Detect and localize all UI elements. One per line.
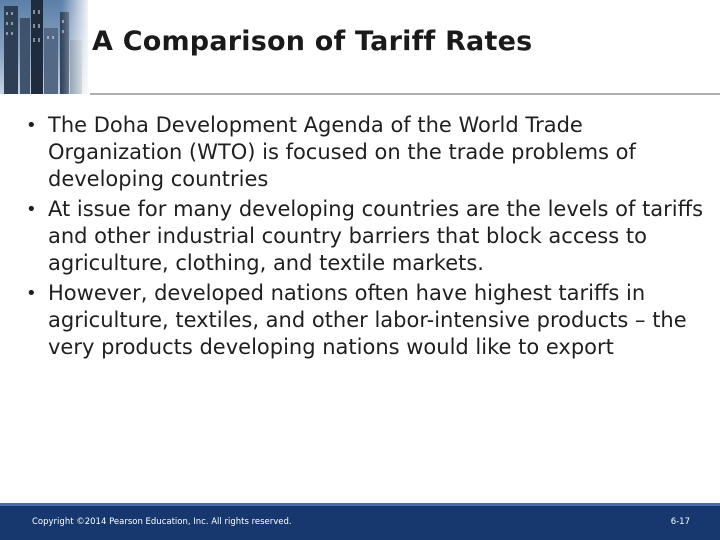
bullet-item: • At issue for many developing countries…: [24, 196, 704, 277]
bullet-item: • However, developed nations often have …: [24, 280, 704, 361]
bullet-dot-icon: •: [26, 199, 37, 220]
footer-bar: Copyright ©2014 Pearson Education, Inc. …: [0, 503, 720, 540]
bullet-text: However, developed nations often have hi…: [48, 281, 687, 359]
bullet-dot-icon: •: [26, 283, 37, 304]
city-skyline-image: [0, 0, 88, 94]
bullet-text: At issue for many developing countries a…: [48, 197, 704, 275]
footer-accent-line: [0, 503, 720, 506]
title-divider: [90, 93, 720, 95]
page-number: 6-17: [670, 517, 690, 527]
bullet-dot-icon: •: [26, 115, 37, 136]
slide-title: A Comparison of Tariff Rates: [92, 26, 533, 57]
bullet-list: • The Doha Development Agenda of the Wor…: [24, 112, 704, 364]
copyright-notice: Copyright ©2014 Pearson Education, Inc. …: [32, 517, 292, 527]
bullet-item: • The Doha Development Agenda of the Wor…: [24, 112, 704, 193]
bullet-text: The Doha Development Agenda of the World…: [48, 113, 636, 191]
